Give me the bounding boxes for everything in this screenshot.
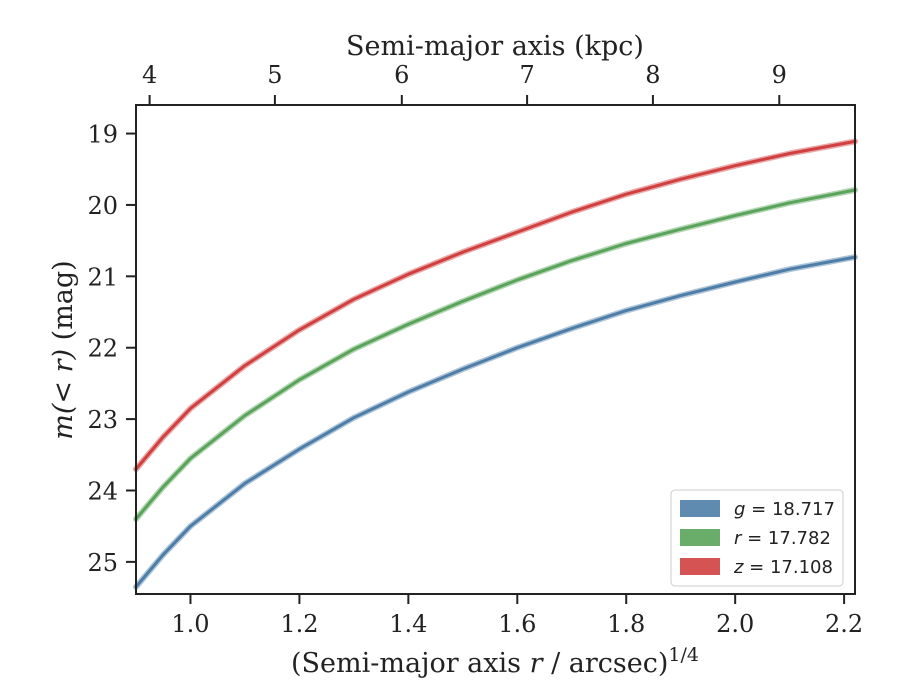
y-tick-label: 25 xyxy=(87,549,118,577)
legend-label-r: r = 17.782 xyxy=(734,528,831,549)
x-axis-ticks: 1.0 1.2 1.4 1.6 1.8 2.0 2.2 xyxy=(171,594,863,638)
top-tick-label: 6 xyxy=(394,61,409,89)
top-tick-label: 8 xyxy=(645,61,660,89)
x-tick-label: 1.8 xyxy=(607,610,645,638)
y-axis-ticks: 19 20 21 22 23 24 25 xyxy=(87,121,136,577)
y-axis-label: m(< r) (mag) xyxy=(48,260,79,439)
legend-swatch-r xyxy=(680,529,720,546)
legend-label-g: g = 18.717 xyxy=(734,499,835,520)
top-tick-label: 5 xyxy=(267,61,282,89)
top-tick-label: 7 xyxy=(519,61,534,89)
legend-entries: g = 18.717 r = 17.782 z = 17.108 xyxy=(680,499,835,578)
top-tick-label: 4 xyxy=(142,61,157,89)
y-tick-label: 22 xyxy=(87,335,118,363)
x-tick-label: 2.2 xyxy=(825,610,863,638)
series-line-g xyxy=(134,255,857,589)
x-tick-label: 1.2 xyxy=(280,610,318,638)
y-tick-label: 21 xyxy=(87,263,118,291)
y-tick-label: 24 xyxy=(87,477,118,505)
y-tick-label: 20 xyxy=(87,192,118,220)
curves xyxy=(133,138,858,590)
plot-frame xyxy=(135,104,856,595)
legend-label-z: z = 17.108 xyxy=(733,557,833,578)
series-line-z xyxy=(134,139,857,471)
x-tick-label: 1.0 xyxy=(171,610,209,638)
top-axis-label: Semi-major axis (kpc) xyxy=(346,31,644,62)
top-axis-ticks: 4 5 6 7 8 9 xyxy=(142,61,787,105)
x-tick-label: 1.4 xyxy=(389,610,427,638)
top-tick-label: 9 xyxy=(772,61,787,89)
y-tick-label: 23 xyxy=(87,406,118,434)
y-tick-label: 19 xyxy=(87,121,118,149)
legend: g = 18.717 r = 17.782 z = 17.108 xyxy=(670,489,844,587)
x-tick-label: 1.6 xyxy=(498,610,536,638)
legend-swatch-g xyxy=(680,500,720,517)
x-tick-label: 2.0 xyxy=(716,610,754,638)
series-line-r xyxy=(134,188,857,521)
legend-swatch-z xyxy=(680,558,720,575)
x-axis-label: (Semi-major axis r / arcsec)1/4 xyxy=(291,644,699,679)
